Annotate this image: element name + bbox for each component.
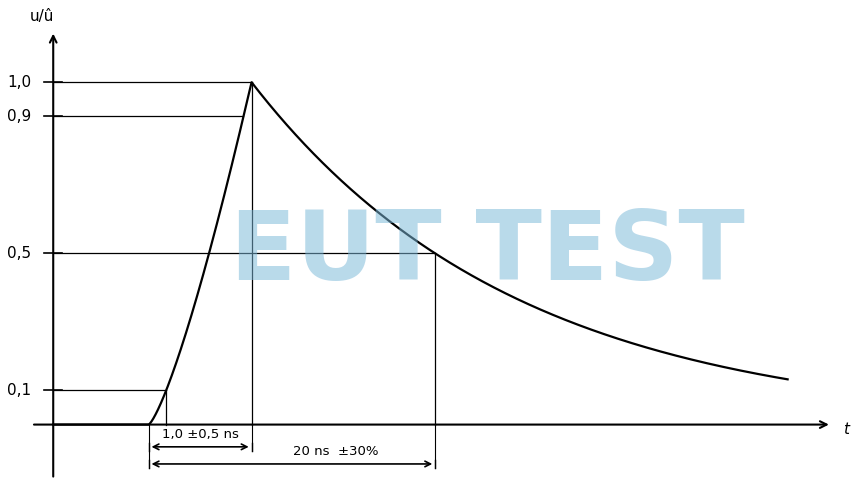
Text: EUT TEST: EUT TEST: [230, 207, 745, 300]
Text: u/û: u/û: [30, 9, 55, 24]
Text: 1,0 ±0,5 ns: 1,0 ±0,5 ns: [161, 428, 239, 440]
Text: t: t: [843, 422, 849, 437]
Text: 0,9: 0,9: [7, 109, 31, 124]
Text: 20 ns  ±30%: 20 ns ±30%: [293, 445, 378, 458]
Text: 1,0: 1,0: [7, 74, 31, 90]
Text: 0,5: 0,5: [7, 246, 31, 261]
Text: 0,1: 0,1: [7, 383, 31, 398]
